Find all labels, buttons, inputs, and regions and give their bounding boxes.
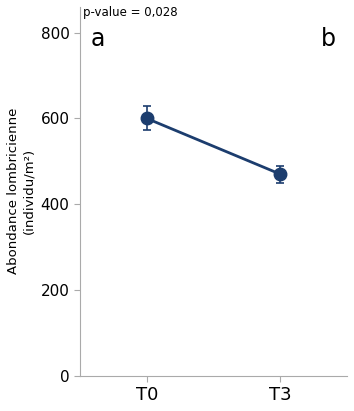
Text: b: b [321,27,336,51]
Text: GLMM: GLMM [84,0,119,3]
Text: a: a [91,27,105,51]
Text: p-value = 0,028: p-value = 0,028 [84,6,178,19]
Y-axis label: Abondance lombricienne
(individu/m²): Abondance lombricienne (individu/m²) [7,108,35,275]
